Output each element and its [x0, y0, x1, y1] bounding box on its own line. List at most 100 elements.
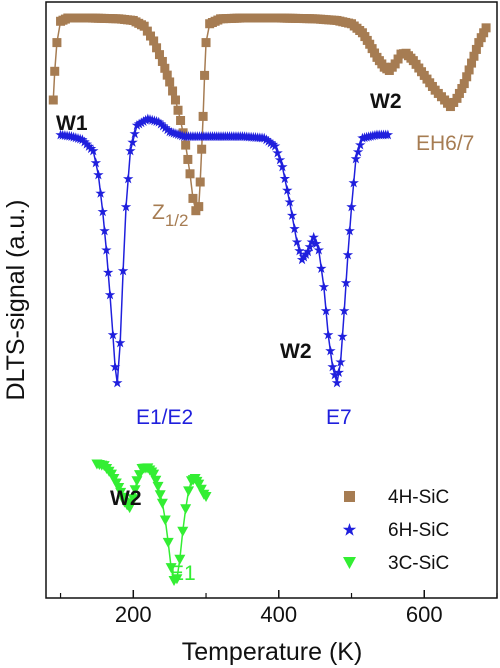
data-point	[331, 377, 343, 388]
data-point	[344, 225, 355, 236]
annotation-e7: E7	[326, 406, 352, 429]
x-axis-ticks: 200 400 600	[59, 590, 498, 627]
data-point	[318, 281, 330, 292]
series-3c-sic	[91, 459, 212, 586]
data-point	[188, 193, 198, 203]
data-point	[160, 122, 171, 133]
data-point	[340, 277, 352, 288]
data-point	[325, 345, 336, 356]
data-point	[282, 184, 293, 195]
data-point	[114, 337, 126, 348]
data-point	[452, 93, 462, 103]
data-point	[81, 138, 92, 149]
data-point	[131, 476, 143, 487]
data-point	[382, 129, 394, 140]
annotation-w1-4h: W1	[56, 112, 88, 135]
data-point	[136, 117, 147, 128]
data-point	[174, 554, 186, 565]
legend-marker-triangle	[343, 557, 356, 569]
data-point	[159, 515, 171, 526]
data-point	[139, 21, 149, 31]
data-point	[193, 479, 205, 490]
legend-item-6h-sic: 6H-SiC	[342, 520, 449, 541]
data-point	[79, 136, 90, 147]
legend-marker-square	[344, 491, 355, 502]
data-point	[286, 210, 298, 220]
data-point	[339, 305, 350, 316]
data-point	[350, 153, 362, 164]
data-point	[177, 526, 189, 537]
data-point	[284, 196, 295, 207]
data-point	[155, 118, 167, 129]
data-point	[181, 140, 191, 150]
data-point	[352, 146, 364, 157]
data-point	[83, 141, 95, 151]
legend-item-4h-sic: 4H-SiC	[344, 487, 449, 508]
data-point	[195, 484, 207, 495]
data-point	[471, 44, 481, 54]
data-point	[146, 31, 156, 41]
data-point	[272, 147, 283, 158]
data-point	[393, 54, 403, 64]
data-point	[120, 201, 132, 212]
data-point	[183, 486, 195, 497]
data-point	[52, 38, 62, 48]
data-point	[162, 537, 174, 548]
data-point	[185, 169, 195, 179]
data-point	[149, 36, 159, 46]
data-point	[160, 63, 170, 73]
data-point	[109, 361, 121, 372]
data-point	[355, 139, 366, 150]
data-point	[306, 236, 317, 247]
legend: 4H-SiC 6H-SiC 3C-SiC	[342, 487, 449, 574]
y-axis-label: DLTS-signal (a.u.)	[2, 200, 30, 401]
data-point	[183, 154, 193, 164]
data-point	[346, 201, 357, 212]
data-point	[157, 120, 169, 131]
legend-label-6h-sic: 6H-SiC	[388, 520, 449, 541]
data-point	[265, 137, 276, 148]
data-point	[152, 481, 164, 492]
data-point	[48, 95, 58, 105]
data-point	[173, 105, 183, 115]
data-point	[481, 23, 491, 33]
data-point	[261, 134, 272, 145]
data-point	[335, 356, 346, 367]
annotation-z12-main: Z	[152, 201, 165, 224]
data-point	[104, 289, 116, 300]
legend-marker-star	[342, 523, 357, 536]
data-point	[194, 202, 204, 212]
data-point	[90, 157, 102, 168]
series-6h-sic	[55, 113, 394, 388]
data-point	[329, 369, 340, 380]
data-point	[316, 263, 327, 273]
data-point	[308, 231, 319, 242]
x-tick-label: 600	[406, 602, 443, 627]
data-point	[200, 70, 210, 80]
annotation-w2-3c: W2	[110, 487, 142, 510]
data-point	[337, 331, 348, 341]
data-point	[390, 59, 400, 69]
data-point	[133, 118, 145, 129]
annotation-z12: Z1/2	[152, 201, 188, 230]
data-point	[127, 494, 139, 505]
data-point	[294, 245, 305, 256]
data-point	[152, 43, 162, 53]
data-point	[197, 144, 207, 154]
x-tick-label: 400	[260, 602, 297, 627]
series-line	[52, 17, 487, 213]
data-point	[263, 135, 274, 146]
data-point	[311, 238, 322, 249]
data-point	[259, 132, 270, 143]
data-point	[153, 116, 164, 127]
annotation-e1e2: E1/E2	[136, 406, 193, 429]
data-point	[129, 128, 140, 139]
data-point	[313, 244, 324, 255]
data-point	[279, 173, 291, 184]
data-point	[277, 161, 288, 172]
data-point	[122, 173, 134, 184]
data-point	[333, 367, 344, 377]
data-point	[138, 116, 149, 126]
data-point	[457, 84, 467, 94]
data-point	[195, 177, 205, 187]
